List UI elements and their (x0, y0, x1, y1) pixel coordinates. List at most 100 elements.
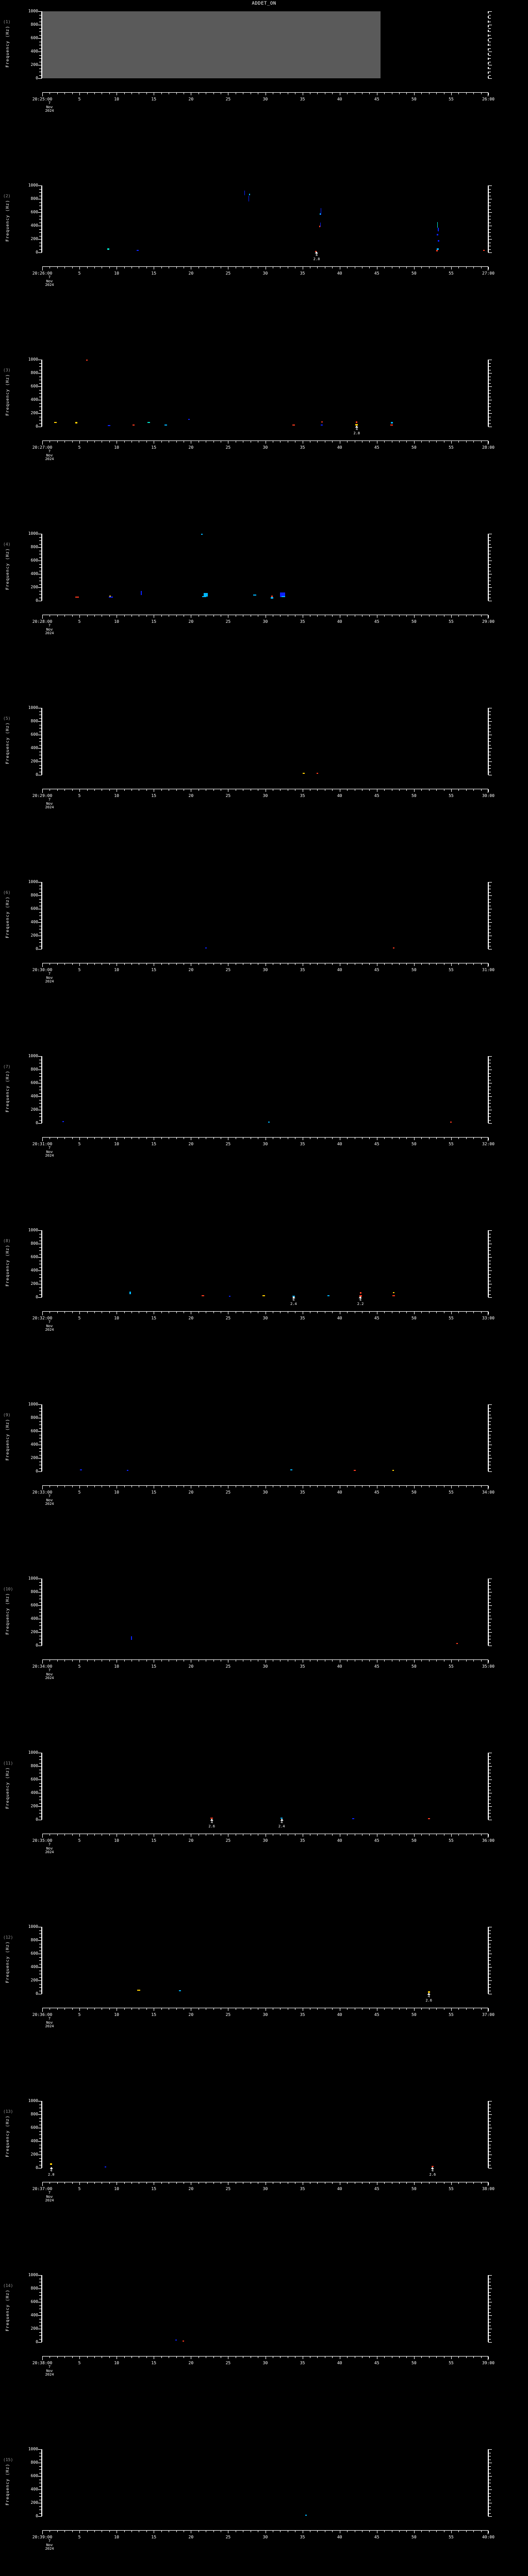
y-axis-right (488, 2275, 492, 2343)
x-tick-label: 20:29:00 (32, 793, 53, 798)
x-axis-endcap (42, 1660, 43, 1664)
plot-area[interactable] (42, 1230, 488, 1297)
x-tick (64, 1312, 65, 1313)
y-axis-title: Frequency (Hz) (5, 722, 10, 764)
y-tick (488, 1123, 492, 1124)
y-tick (39, 1582, 42, 1583)
y-tick (38, 2101, 42, 2102)
plot-area[interactable] (42, 1056, 488, 1123)
x-tick (72, 615, 73, 617)
x-tick (436, 93, 437, 94)
y-tick (488, 232, 491, 233)
detection-mark (183, 2340, 185, 2342)
plot-area[interactable] (42, 11, 488, 78)
y-tick (39, 2466, 42, 2467)
x-tick-label: 20 (188, 1142, 194, 1146)
y-tick (39, 1977, 42, 1978)
y-tick (38, 882, 42, 883)
y-tick (39, 1776, 42, 1777)
x-tick (72, 2182, 73, 2184)
y-tick (488, 1629, 491, 1630)
x-tick (64, 789, 65, 791)
marker-value-label: 2.4 (278, 1824, 285, 1828)
detection-mark (390, 424, 393, 426)
x-tick-label: 15 (151, 1490, 157, 1495)
axis-date-label: 7 Nov 2024 (45, 449, 54, 462)
x-tick (176, 267, 177, 268)
x-tick (72, 1138, 73, 1139)
y-tick-label: 600 (30, 2299, 38, 2304)
detection-mark (315, 250, 317, 252)
x-tick (406, 1486, 407, 1487)
plot-area[interactable] (42, 2449, 488, 2516)
detection-mark (136, 250, 139, 251)
x-tick-label: 29:00 (482, 619, 495, 624)
plot-area[interactable] (42, 534, 488, 601)
y-tick (488, 1448, 491, 1449)
plot-area[interactable] (42, 360, 488, 427)
axis-date-line: 7 (48, 2539, 51, 2543)
y-tick (488, 249, 491, 250)
x-tick (399, 615, 400, 617)
x-tick (414, 93, 415, 95)
x-tick (369, 1312, 370, 1313)
y-tick (488, 189, 491, 190)
y-tick (38, 1257, 42, 1258)
y-tick-label: 1000 (28, 1228, 38, 1232)
y-tick (39, 35, 42, 36)
x-tick-label: 30 (262, 2361, 268, 2365)
y-tick (488, 2496, 491, 2497)
y-tick (39, 2335, 42, 2336)
x-tick (458, 1138, 459, 1139)
x-tick (94, 267, 95, 268)
plot-area[interactable] (42, 1579, 488, 1646)
plot-area[interactable] (42, 1927, 488, 1994)
plot-area[interactable] (42, 708, 488, 775)
detection-mark (431, 2165, 434, 2167)
y-tick (488, 1803, 491, 1804)
x-tick-label: 20:31:00 (32, 1142, 53, 1146)
plot-area[interactable] (42, 2101, 488, 2168)
plot-area[interactable] (42, 2275, 488, 2342)
x-tick-label: 5 (78, 445, 81, 450)
y-tick (38, 1404, 42, 1405)
y-tick-label: 200 (30, 2326, 38, 2331)
detection-marker-annotation: 4 2.0 (48, 2167, 55, 2177)
y-tick-label: 800 (30, 545, 38, 549)
y-axis-title: Frequency (Hz) (5, 896, 10, 938)
y-tick (488, 2121, 491, 2122)
y-tick-label: 600 (30, 384, 38, 388)
x-tick-label: 10 (114, 445, 119, 450)
x-tick (57, 1312, 58, 1313)
panel-number-label: (13) (3, 2109, 13, 2114)
spectrogram-panel: 0 200 400 600 800 1000 Frequency (Hz) (14) 20:38… (0, 2273, 528, 2449)
x-tick (176, 615, 177, 617)
x-tick (131, 1660, 132, 1662)
x-tick (428, 789, 430, 791)
y-axis-title: Frequency (Hz) (5, 1941, 10, 1983)
x-tick-label: 25 (225, 97, 231, 101)
y-tick (39, 765, 42, 766)
y-tick (488, 35, 491, 36)
x-tick (146, 267, 147, 268)
plot-area[interactable] (42, 882, 488, 949)
y-tick (488, 1230, 492, 1231)
x-tick (399, 441, 400, 443)
x-tick (369, 2357, 370, 2358)
y-tick (488, 2332, 491, 2333)
x-tick-label: 45 (374, 1142, 380, 1146)
y-tick (488, 1582, 491, 1583)
y-tick (488, 1257, 492, 1258)
y-tick (488, 738, 491, 739)
axis-date-label: 7 Nov 2024 (45, 101, 54, 113)
y-tick (39, 537, 42, 538)
plot-area[interactable] (42, 185, 488, 252)
x-tick-label: 35 (300, 2361, 305, 2365)
x-tick (57, 93, 58, 94)
axis-date-line: Nov (46, 2020, 53, 2025)
plot-area[interactable] (42, 1753, 488, 1820)
plot-area[interactable] (42, 1404, 488, 1471)
x-tick (458, 2357, 459, 2358)
x-tick (481, 2008, 482, 2010)
y-tick (39, 1629, 42, 1630)
